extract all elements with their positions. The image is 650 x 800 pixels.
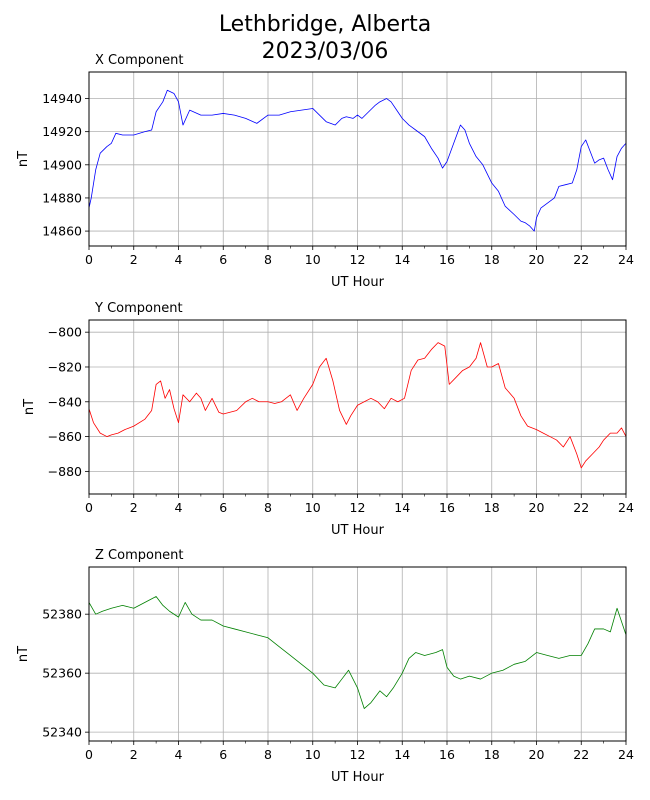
y-xtick-label-6: 12 [350, 500, 366, 515]
z-xtick-label-9: 18 [484, 747, 500, 762]
z-xtick-label-5: 10 [305, 747, 321, 762]
x-ytick-label-1: 14880 [42, 190, 82, 205]
y-xtick-label-4: 8 [264, 500, 272, 515]
y-xtick-label-0: 0 [85, 500, 93, 515]
y-ytick-label-2: −840 [48, 394, 82, 409]
y-ytick-label-0: −880 [48, 464, 82, 479]
z-ytick-label-1: 52360 [42, 666, 82, 681]
x-xtick-label-3: 6 [219, 252, 227, 267]
z-xtick-label-6: 12 [350, 747, 366, 762]
x-data-line [88, 89, 627, 232]
y-xtick-label-9: 18 [484, 500, 500, 515]
x-xtick-label-12: 24 [618, 252, 634, 267]
z-xtick-label-12: 24 [618, 747, 634, 762]
x-xtick-label-6: 12 [350, 252, 366, 267]
z-yaxis-label: nT [16, 646, 31, 662]
x-yaxis-label: nT [16, 151, 31, 167]
figure-title-station: Lethbridge, Alberta [218, 12, 432, 37]
y-xaxis-label: UT Hour [331, 523, 385, 538]
y-xtick-label-12: 24 [618, 500, 634, 515]
x-axes-frame [88, 71, 627, 247]
x-xtick-label-0: 0 [85, 252, 93, 267]
x-xaxis-label: UT Hour [331, 275, 385, 290]
x-ytick-label-2: 14900 [42, 157, 82, 172]
y-xtick-label-1: 2 [130, 500, 138, 515]
z-xtick-label-2: 4 [175, 747, 183, 762]
y-xtick-label-3: 6 [219, 500, 227, 515]
y-subplot-title: Y Component [94, 301, 183, 316]
z-xtick-label-8: 16 [439, 747, 455, 762]
z-xaxis-label: UT Hour [331, 770, 385, 785]
y-xtick-label-11: 22 [573, 500, 589, 515]
y-xtick-label-2: 4 [175, 500, 183, 515]
x-xtick-label-10: 20 [529, 252, 545, 267]
z-xtick-label-7: 14 [394, 747, 410, 762]
z-ytick-label-0: 52340 [42, 725, 82, 740]
y-ytick-label-1: −860 [48, 429, 82, 444]
x-xtick-label-5: 10 [305, 252, 321, 267]
y-axes-frame [88, 319, 627, 495]
y-xtick-label-7: 14 [394, 500, 410, 515]
x-xtick-label-9: 18 [484, 252, 500, 267]
z-subplot-title: Z Component [95, 548, 184, 563]
y-yaxis-label: nT [22, 399, 37, 415]
x-xtick-label-1: 2 [130, 252, 138, 267]
z-ytick-label-2: 52380 [42, 607, 82, 622]
x-xtick-label-7: 14 [394, 252, 410, 267]
y-data-line [88, 342, 627, 469]
y-xtick-label-8: 16 [439, 500, 455, 515]
z-xtick-label-11: 22 [573, 747, 589, 762]
z-xtick-label-1: 2 [130, 747, 138, 762]
x-ytick-label-3: 14920 [42, 124, 82, 139]
y-xtick-label-5: 10 [305, 500, 321, 515]
y-ytick-label-3: −820 [48, 359, 82, 374]
z-xtick-label-3: 6 [219, 747, 227, 762]
x-xtick-label-2: 4 [175, 252, 183, 267]
z-xtick-label-0: 0 [85, 747, 93, 762]
y-xtick-label-10: 20 [529, 500, 545, 515]
z-xtick-label-4: 8 [264, 747, 272, 762]
x-xtick-label-4: 8 [264, 252, 272, 267]
z-data-line [88, 596, 627, 709]
x-xtick-label-11: 22 [573, 252, 589, 267]
x-subplot-title: X Component [95, 53, 184, 68]
z-axes-frame [88, 566, 627, 742]
x-ytick-label-0: 14860 [42, 224, 82, 239]
z-xtick-label-10: 20 [529, 747, 545, 762]
x-xtick-label-8: 16 [439, 252, 455, 267]
figure-title-date: 2023/03/06 [261, 39, 389, 64]
x-ytick-label-4: 14940 [42, 91, 82, 106]
y-ytick-label-4: −800 [48, 325, 82, 340]
